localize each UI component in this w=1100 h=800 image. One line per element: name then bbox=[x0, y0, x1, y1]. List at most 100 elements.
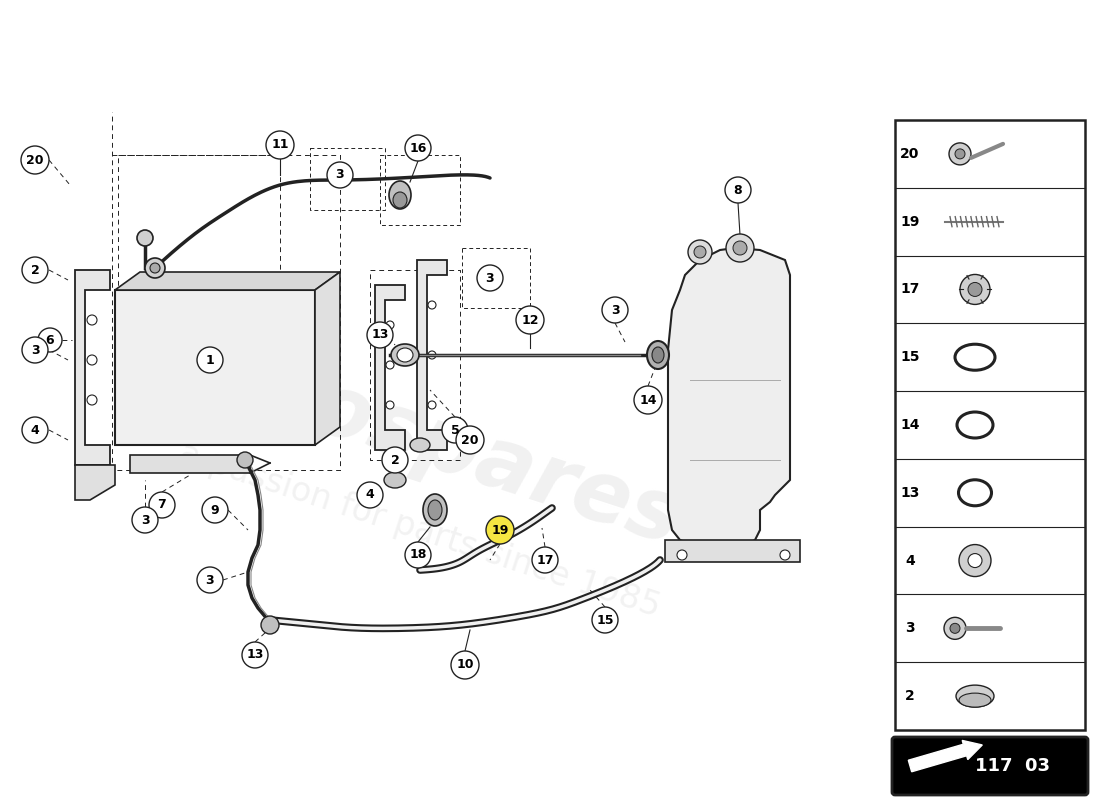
FancyBboxPatch shape bbox=[892, 737, 1088, 795]
Text: 3: 3 bbox=[486, 271, 494, 285]
Polygon shape bbox=[75, 270, 110, 465]
FancyBboxPatch shape bbox=[895, 120, 1085, 730]
Circle shape bbox=[87, 315, 97, 325]
Circle shape bbox=[968, 554, 982, 567]
Circle shape bbox=[726, 234, 754, 262]
Circle shape bbox=[386, 321, 394, 329]
Circle shape bbox=[367, 322, 393, 348]
Text: 13: 13 bbox=[372, 329, 388, 342]
Circle shape bbox=[634, 386, 662, 414]
Text: 6: 6 bbox=[46, 334, 54, 346]
Text: 3: 3 bbox=[905, 622, 915, 635]
Polygon shape bbox=[315, 272, 340, 445]
Circle shape bbox=[386, 401, 394, 409]
Text: 4: 4 bbox=[31, 423, 40, 437]
Circle shape bbox=[22, 417, 48, 443]
Text: 17: 17 bbox=[900, 282, 920, 297]
Circle shape bbox=[944, 618, 966, 639]
Ellipse shape bbox=[428, 500, 442, 520]
Circle shape bbox=[694, 246, 706, 258]
Text: 4: 4 bbox=[365, 489, 374, 502]
Text: 13: 13 bbox=[246, 649, 264, 662]
Circle shape bbox=[477, 265, 503, 291]
Ellipse shape bbox=[389, 181, 411, 209]
Circle shape bbox=[780, 550, 790, 560]
Text: 20: 20 bbox=[900, 147, 920, 161]
Circle shape bbox=[148, 492, 175, 518]
Circle shape bbox=[145, 258, 165, 278]
Text: 12: 12 bbox=[521, 314, 539, 326]
Circle shape bbox=[733, 241, 747, 255]
Circle shape bbox=[138, 230, 153, 246]
Circle shape bbox=[456, 426, 484, 454]
Ellipse shape bbox=[652, 347, 664, 363]
Text: 14: 14 bbox=[900, 418, 920, 432]
Text: 2: 2 bbox=[390, 454, 399, 466]
Circle shape bbox=[405, 542, 431, 568]
Text: 15: 15 bbox=[596, 614, 614, 626]
Circle shape bbox=[242, 642, 268, 668]
Circle shape bbox=[442, 417, 468, 443]
Text: 9: 9 bbox=[211, 503, 219, 517]
Text: 3: 3 bbox=[610, 303, 619, 317]
Text: 16: 16 bbox=[409, 142, 427, 154]
Circle shape bbox=[261, 616, 279, 634]
Circle shape bbox=[602, 297, 628, 323]
Circle shape bbox=[688, 240, 712, 264]
FancyBboxPatch shape bbox=[130, 455, 250, 473]
Circle shape bbox=[202, 497, 228, 523]
Polygon shape bbox=[375, 285, 405, 450]
Ellipse shape bbox=[956, 685, 994, 707]
Circle shape bbox=[197, 347, 223, 373]
Circle shape bbox=[428, 351, 436, 359]
Circle shape bbox=[39, 328, 62, 352]
FancyBboxPatch shape bbox=[666, 540, 800, 562]
Circle shape bbox=[150, 263, 160, 273]
Text: a passion for parts since 1985: a passion for parts since 1985 bbox=[175, 437, 664, 623]
Text: 17: 17 bbox=[537, 554, 553, 566]
Circle shape bbox=[21, 146, 50, 174]
Text: 20: 20 bbox=[26, 154, 44, 166]
Circle shape bbox=[132, 507, 158, 533]
Circle shape bbox=[960, 274, 990, 305]
FancyArrow shape bbox=[909, 740, 982, 772]
Circle shape bbox=[949, 143, 971, 165]
Circle shape bbox=[676, 550, 688, 560]
Circle shape bbox=[955, 149, 965, 159]
Circle shape bbox=[22, 257, 48, 283]
Circle shape bbox=[725, 177, 751, 203]
FancyBboxPatch shape bbox=[116, 290, 315, 445]
Circle shape bbox=[592, 607, 618, 633]
Text: 3: 3 bbox=[336, 169, 344, 182]
Circle shape bbox=[327, 162, 353, 188]
Polygon shape bbox=[75, 465, 116, 500]
Text: 4: 4 bbox=[905, 554, 915, 567]
Text: 7: 7 bbox=[157, 498, 166, 511]
Circle shape bbox=[87, 355, 97, 365]
Polygon shape bbox=[668, 248, 790, 555]
Circle shape bbox=[358, 482, 383, 508]
Text: 19: 19 bbox=[492, 523, 508, 537]
Ellipse shape bbox=[397, 348, 412, 362]
Text: 5: 5 bbox=[451, 423, 460, 437]
Circle shape bbox=[486, 516, 514, 544]
Text: 19: 19 bbox=[900, 214, 920, 229]
Circle shape bbox=[968, 282, 982, 297]
Circle shape bbox=[382, 447, 408, 473]
Circle shape bbox=[428, 401, 436, 409]
Text: 18: 18 bbox=[409, 549, 427, 562]
Polygon shape bbox=[116, 272, 340, 290]
Circle shape bbox=[532, 547, 558, 573]
Text: 2: 2 bbox=[905, 689, 915, 703]
Text: 1: 1 bbox=[206, 354, 214, 366]
Circle shape bbox=[451, 651, 478, 679]
Ellipse shape bbox=[384, 472, 406, 488]
Circle shape bbox=[266, 131, 294, 159]
Text: 15: 15 bbox=[900, 350, 920, 364]
Text: eurospares: eurospares bbox=[148, 317, 692, 563]
Circle shape bbox=[516, 306, 544, 334]
Text: 13: 13 bbox=[900, 486, 920, 500]
Text: 2: 2 bbox=[31, 263, 40, 277]
Ellipse shape bbox=[959, 693, 991, 707]
Ellipse shape bbox=[393, 192, 407, 208]
